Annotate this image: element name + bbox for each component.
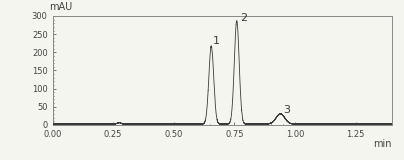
Text: 3: 3 — [284, 105, 290, 115]
Text: 2: 2 — [240, 12, 247, 23]
Text: min: min — [373, 139, 392, 149]
Text: mAU: mAU — [49, 2, 72, 12]
Text: 1: 1 — [213, 36, 219, 46]
